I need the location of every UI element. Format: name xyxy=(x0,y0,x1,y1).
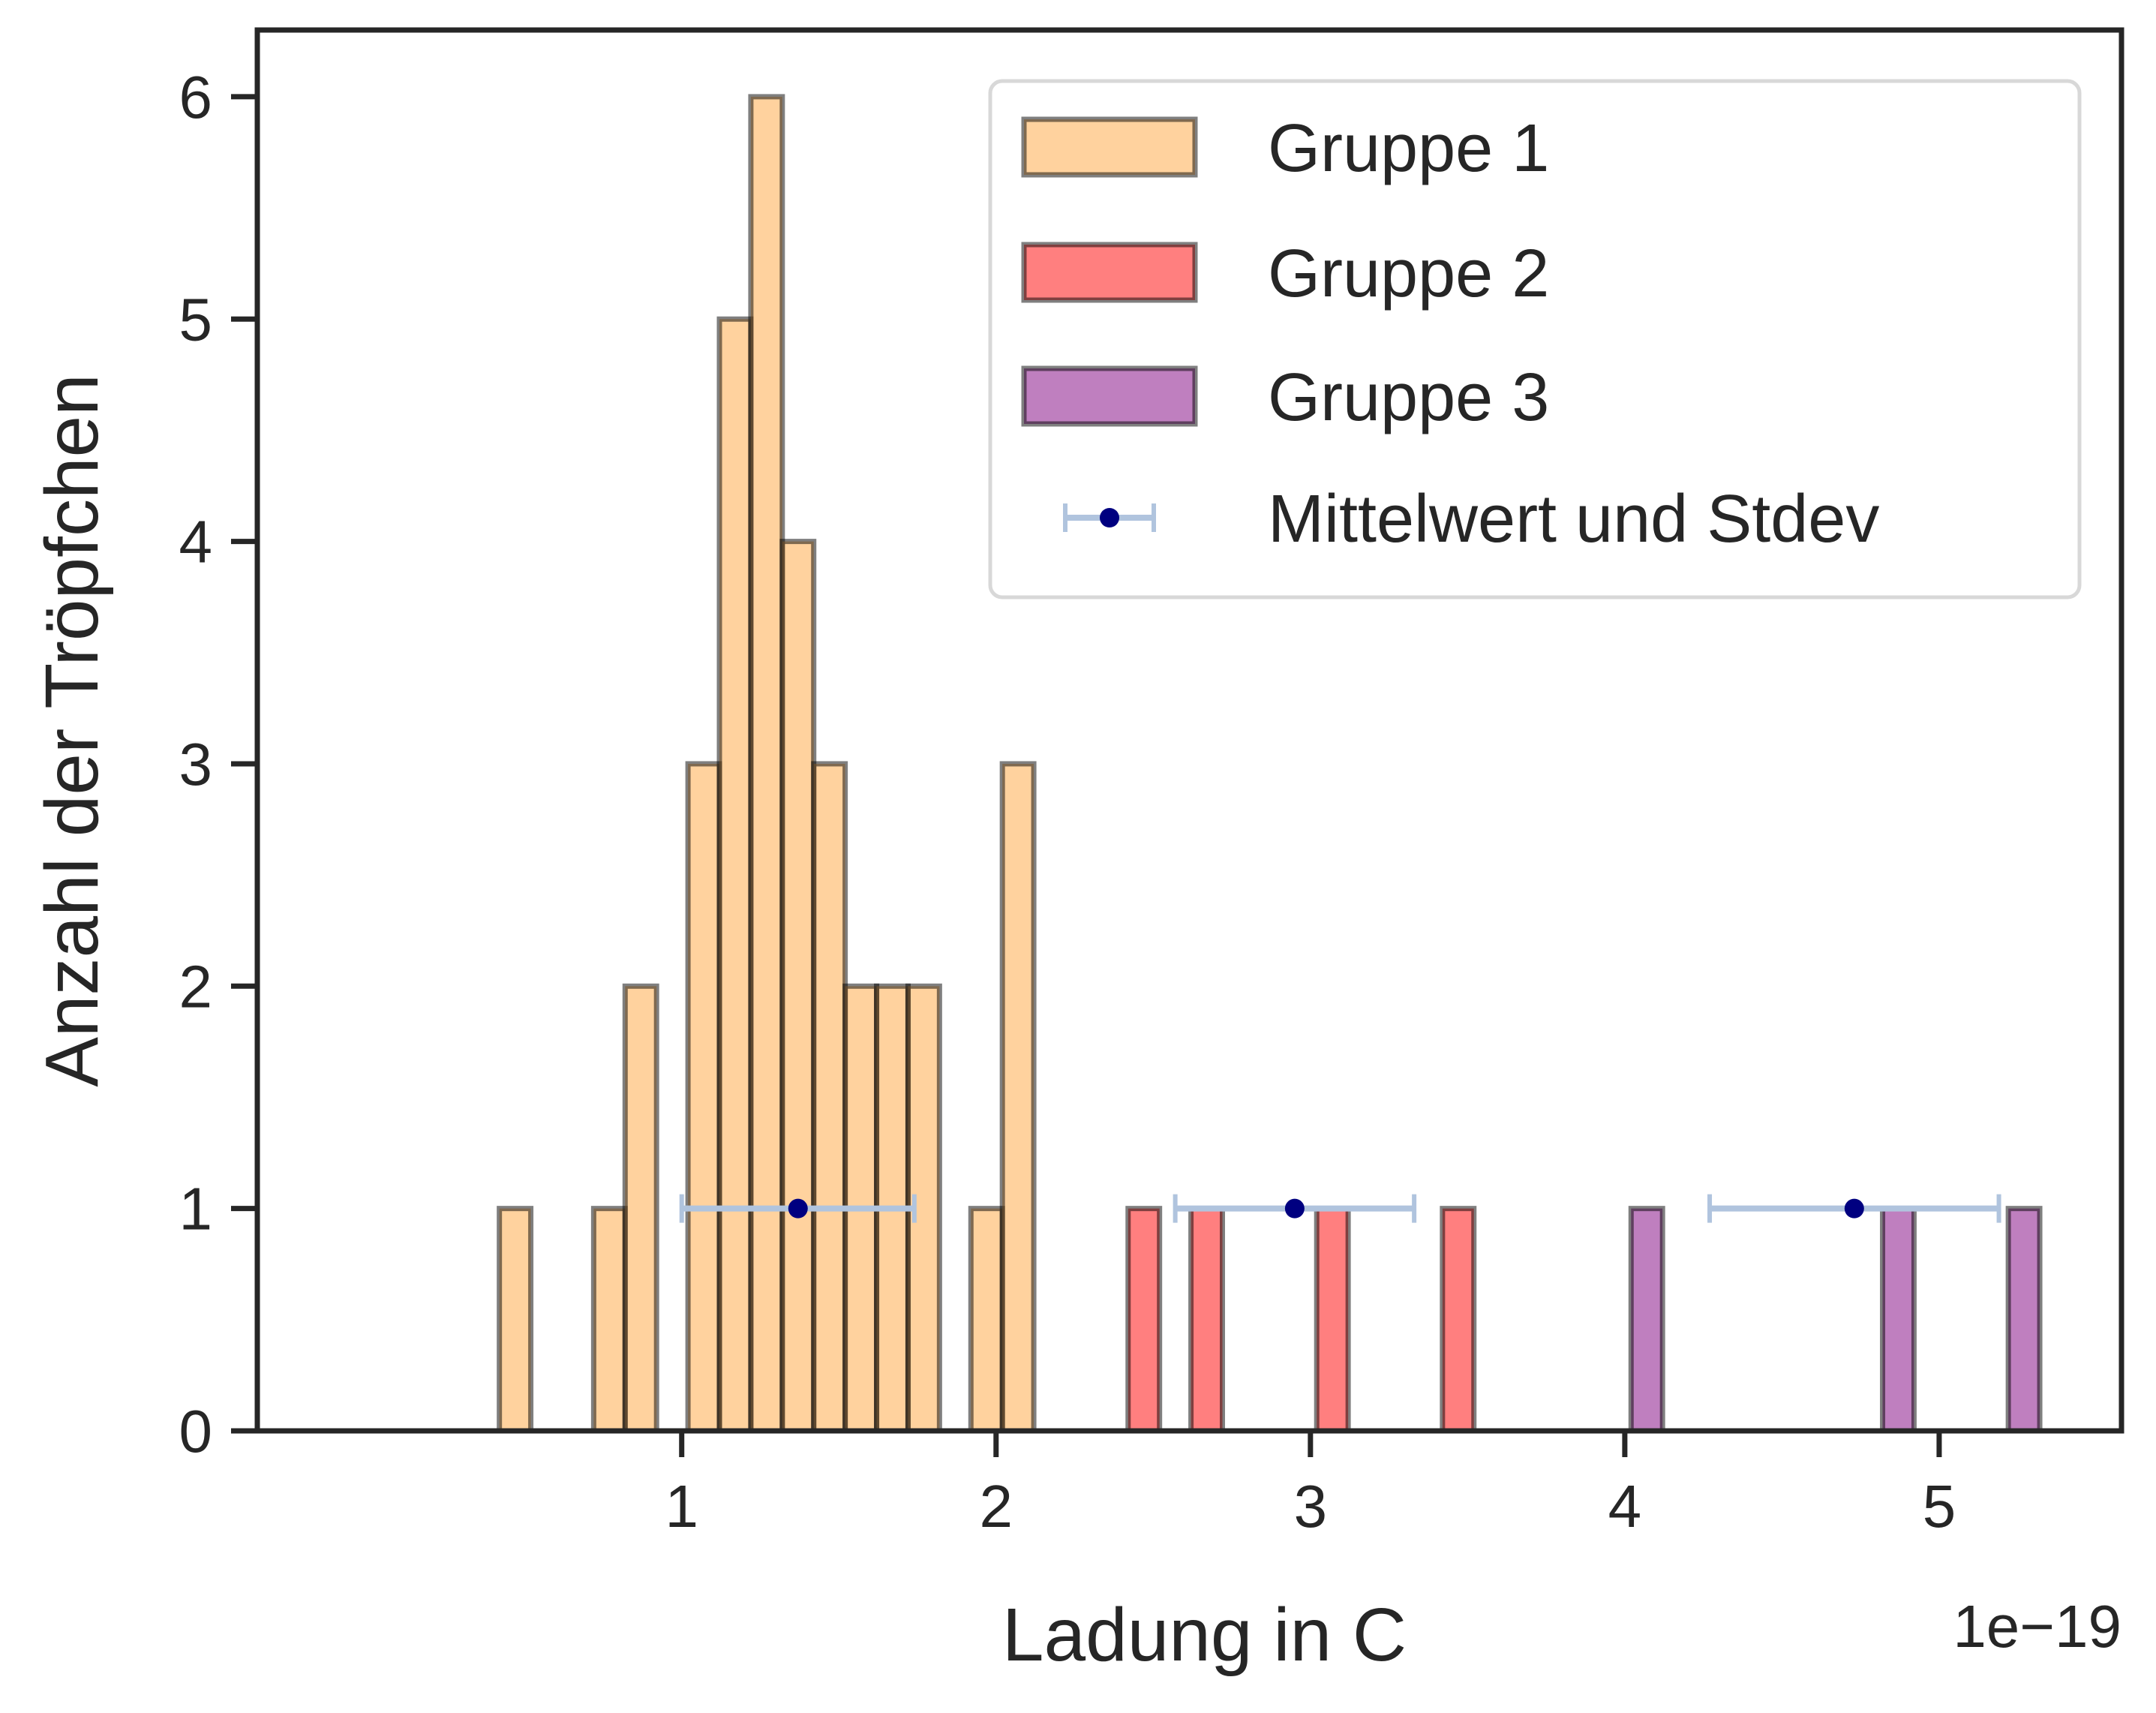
y-tick-label: 3 xyxy=(179,731,213,798)
legend-box xyxy=(988,79,2082,600)
bar-series-2 xyxy=(1125,1206,1163,1434)
y-axis-label: Anzahl der Tröpfchen xyxy=(30,374,114,1087)
y-tick-label: 2 xyxy=(179,953,213,1020)
x-tick-label: 5 xyxy=(1923,1473,1956,1540)
x-tick-label: 1 xyxy=(665,1473,698,1540)
bar-series-1 xyxy=(497,1206,534,1434)
bar-series-1 xyxy=(968,1206,1005,1434)
x-tick-label: 3 xyxy=(1294,1473,1328,1540)
mean-marker xyxy=(788,1198,808,1219)
y-tick-label: 4 xyxy=(179,509,213,576)
bar-series-2 xyxy=(1440,1206,1477,1434)
y-axis-ticks: 0 1 2 3 4 5 6 xyxy=(179,64,257,1465)
bar-series-1 xyxy=(999,761,1037,1434)
mean-marker xyxy=(1284,1198,1305,1219)
bar-series-1 xyxy=(622,983,659,1434)
mean-marker xyxy=(1844,1198,1864,1219)
bar-series-1 xyxy=(811,761,848,1434)
y-tick-label: 1 xyxy=(179,1176,213,1243)
legend-label-errorbars: Mittelwert und Stdev xyxy=(1268,482,1879,557)
legend-label-series-2: Gruppe 2 xyxy=(1268,236,1549,311)
legend-label-series-1: Gruppe 1 xyxy=(1268,111,1549,186)
legend-label-series-3: Gruppe 3 xyxy=(1268,360,1549,435)
bar-series-2 xyxy=(1188,1206,1226,1434)
y-tick-label: 6 xyxy=(179,64,213,131)
plot-frame xyxy=(254,27,2124,1434)
x-tick-label: 4 xyxy=(1608,1473,1642,1540)
y-tick-label: 5 xyxy=(179,286,213,353)
x-axis-label: Ladung in C xyxy=(1002,1593,1407,1677)
bar-series-1 xyxy=(779,539,817,1434)
bar-series-2 xyxy=(1314,1206,1351,1434)
errorbar-layer xyxy=(679,1194,2001,1223)
x-axis-ticks: 1 2 3 4 5 xyxy=(665,1431,1956,1540)
x-tick-label: 2 xyxy=(980,1473,1013,1540)
legend-mean-marker xyxy=(1100,508,1119,527)
legend-swatch-series-2 xyxy=(1021,242,1198,303)
y-tick-label: 0 xyxy=(179,1398,213,1465)
legend-swatch-series-1 xyxy=(1021,116,1198,178)
bar-series-3 xyxy=(1880,1206,1917,1434)
bar-series-1 xyxy=(685,761,722,1434)
legend-swatch-series-3 xyxy=(1021,365,1198,427)
bar-series-3 xyxy=(2005,1206,2043,1434)
bar-series-1 xyxy=(590,1206,628,1434)
bar-series-3 xyxy=(1628,1206,1665,1434)
bar-series-1 xyxy=(748,94,785,1434)
bar-series-1 xyxy=(716,316,754,1434)
legend: Gruppe 1 Gruppe 2 Gruppe 3 Mittelwert und S… xyxy=(988,79,2082,600)
x-axis-offset-label: 1e−19 xyxy=(1953,1593,2121,1660)
